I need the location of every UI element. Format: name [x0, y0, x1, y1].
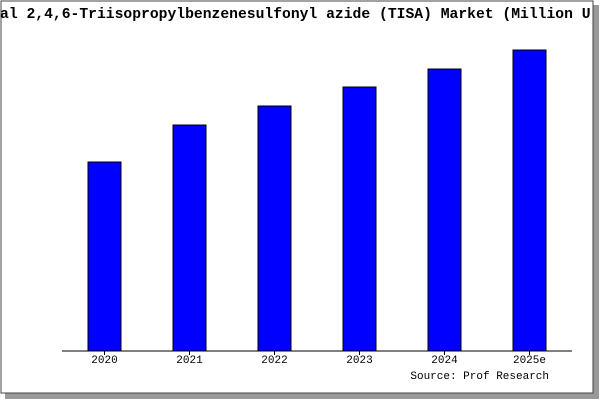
- x-tick-label: 2022: [261, 355, 287, 367]
- x-tick-label: 2021: [176, 355, 203, 367]
- x-tick-label: 2024: [431, 355, 458, 367]
- source-note: Source: Prof Research: [410, 371, 549, 383]
- plot-area: [62, 30, 572, 351]
- bar: [427, 68, 462, 352]
- bar: [512, 49, 547, 352]
- chart-title: al 2,4,6-Triisopropylbenzenesulfonyl azi…: [0, 7, 591, 23]
- bar: [172, 124, 207, 352]
- bar: [87, 161, 122, 352]
- x-tick-label: 2020: [91, 355, 117, 367]
- bar: [257, 105, 292, 352]
- bar: [342, 86, 377, 352]
- x-tick-label: 2025e: [513, 355, 546, 367]
- x-tick-label: 2023: [346, 355, 372, 367]
